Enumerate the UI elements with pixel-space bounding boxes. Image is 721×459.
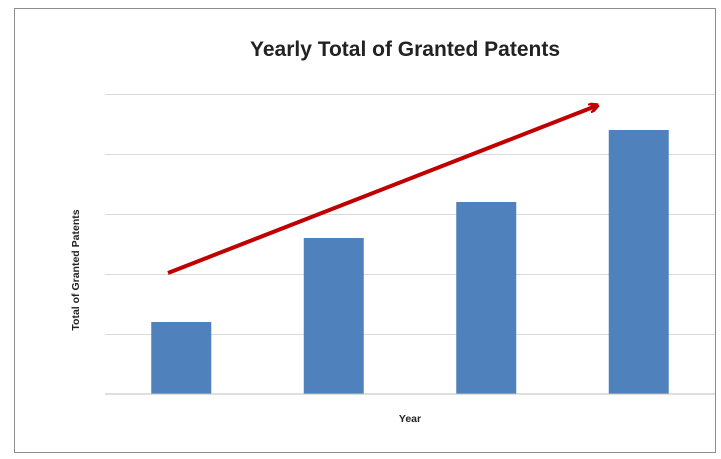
chart-frame: [14, 8, 716, 453]
y-axis-title: Total of Granted Patents: [70, 209, 82, 330]
chart-title: Yearly Total of Granted Patents: [250, 38, 560, 61]
bar-3: [456, 202, 517, 394]
bar-1: [151, 322, 212, 394]
bar-2: [303, 238, 364, 394]
bar-4: [608, 130, 669, 394]
bars: [151, 130, 669, 394]
trend-arrow: [167, 106, 596, 275]
x-axis-title: Year: [399, 413, 421, 425]
